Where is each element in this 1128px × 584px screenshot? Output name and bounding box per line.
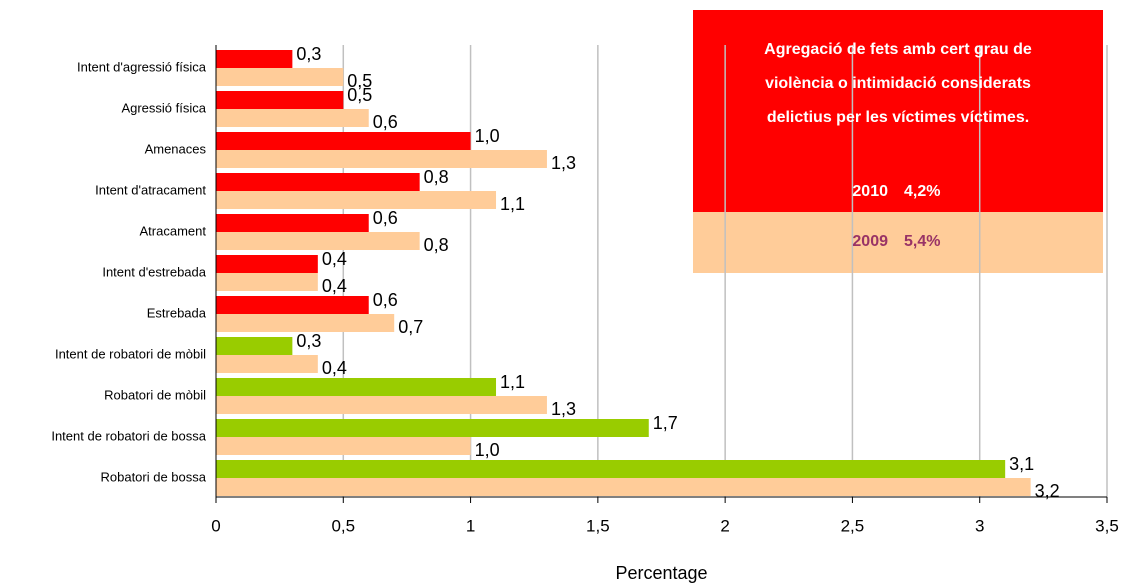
y-tick-label: Intent de robatori de mòbil xyxy=(55,346,206,361)
bar xyxy=(216,132,471,150)
data-label: 1,0 xyxy=(475,126,500,146)
data-label: 0,8 xyxy=(424,235,449,255)
y-tick-label: Robatori de bossa xyxy=(100,469,206,484)
legend-name: 2009 xyxy=(852,233,888,250)
bar xyxy=(216,378,497,396)
bar xyxy=(216,255,318,273)
y-tick-label: Amenaces xyxy=(145,141,207,156)
bar xyxy=(216,50,293,68)
x-tick-label: 1,5 xyxy=(586,516,610,535)
data-label: 0,5 xyxy=(347,71,372,91)
data-label: 1,1 xyxy=(500,194,525,214)
legend-name: 2010 xyxy=(852,183,888,200)
bar xyxy=(216,296,369,314)
bar xyxy=(216,396,547,414)
data-label: 0,5 xyxy=(347,85,372,105)
y-tick-label: Intent d'atracament xyxy=(95,182,206,197)
x-axis-label: Percentage xyxy=(615,563,707,583)
y-tick-label: Robatori de mòbil xyxy=(104,387,206,402)
bar xyxy=(216,478,1031,496)
bar xyxy=(216,68,344,86)
x-tick-label: 2 xyxy=(720,516,729,535)
data-label: 1,3 xyxy=(551,153,576,173)
data-label: 0,3 xyxy=(296,44,321,64)
bar xyxy=(216,214,369,232)
bar xyxy=(216,314,395,332)
legend-text: Agregació de fets amb cert grau de xyxy=(764,41,1032,58)
bar xyxy=(216,460,1006,478)
x-tick-label: 0 xyxy=(211,516,220,535)
bar xyxy=(216,191,497,209)
bar xyxy=(216,419,649,437)
legend-total: 4,2% xyxy=(904,183,940,200)
x-tick-label: 3 xyxy=(975,516,984,535)
bar xyxy=(216,355,318,373)
data-label: 0,3 xyxy=(296,331,321,351)
bar xyxy=(216,173,420,191)
bar xyxy=(216,337,293,355)
x-tick-label: 3,5 xyxy=(1095,516,1119,535)
data-label: 0,4 xyxy=(322,249,347,269)
data-label: 1,1 xyxy=(500,372,525,392)
data-label: 0,4 xyxy=(322,358,347,378)
bar xyxy=(216,232,420,250)
bar xyxy=(216,109,369,127)
bar xyxy=(216,150,547,168)
x-tick-label: 2,5 xyxy=(841,516,865,535)
data-label: 0,4 xyxy=(322,276,347,296)
x-tick-label: 0,5 xyxy=(331,516,355,535)
data-label: 0,6 xyxy=(373,208,398,228)
legend-box-2009 xyxy=(693,212,1103,273)
y-tick-label: Atracament xyxy=(140,223,207,238)
y-tick-label: Intent de robatori de bossa xyxy=(51,428,206,443)
data-label: 3,2 xyxy=(1035,481,1060,501)
data-label: 3,1 xyxy=(1009,454,1034,474)
y-tick-label: Estrebada xyxy=(147,305,207,320)
x-tick-label: 1 xyxy=(466,516,475,535)
data-label: 0,6 xyxy=(373,112,398,132)
bar xyxy=(216,437,471,455)
data-label: 1,0 xyxy=(475,440,500,460)
legend-box xyxy=(693,10,1103,212)
data-label: 0,8 xyxy=(424,167,449,187)
legend-text: delictius per les víctimes víctimes. xyxy=(767,109,1029,126)
y-tick-label: Intent d'estrebada xyxy=(102,264,206,279)
bar xyxy=(216,273,318,291)
bar xyxy=(216,91,344,109)
data-label: 0,6 xyxy=(373,290,398,310)
data-label: 1,3 xyxy=(551,399,576,419)
y-tick-label: Agressió física xyxy=(121,100,206,115)
data-label: 1,7 xyxy=(653,413,678,433)
y-tick-label: Intent d'agressió física xyxy=(77,59,207,74)
legend-total: 5,4% xyxy=(904,233,940,250)
legend-text: violència o intimidació considerats xyxy=(765,75,1031,92)
data-label: 0,7 xyxy=(398,317,423,337)
